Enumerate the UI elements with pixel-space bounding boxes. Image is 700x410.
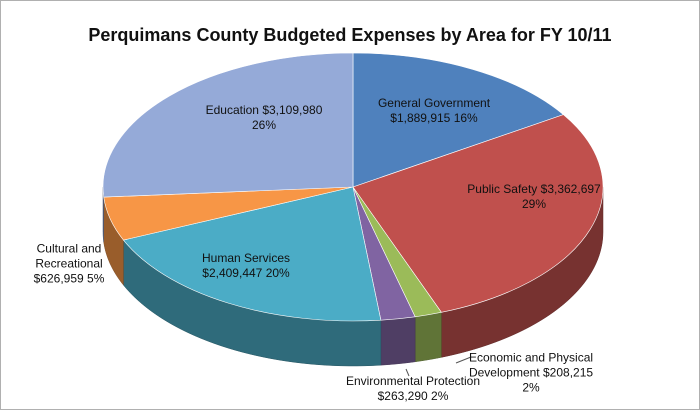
chart-title: Perquimans County Budgeted Expenses by A… [88, 25, 612, 45]
category-name: Human Services [201, 251, 291, 265]
data-label: Public Safety $3,362,697 29% [459, 182, 609, 212]
leader-line [455, 356, 472, 364]
percent-label: 26% [251, 118, 277, 132]
category-name: General Government [377, 96, 491, 110]
data-label: Environmental Protection $263,290 2% [333, 374, 493, 404]
percent-label: 29% [521, 197, 547, 211]
category-name: Environmental Protection [345, 374, 481, 388]
leader-line [405, 368, 410, 377]
data-label: Education $3,109,980 26% [194, 103, 334, 133]
data-label: Cultural and Recreational $626,959 5% [26, 242, 112, 287]
slice [352, 114, 604, 313]
data-label: Human Services $2,409,447 20% [191, 251, 301, 281]
data-label: Economic and Physical Development $208,2… [461, 351, 601, 396]
slice-side [414, 312, 442, 363]
value-label: $626,959 [33, 271, 84, 286]
value-label: $208,215 [543, 365, 594, 380]
value-label: $2,409,447 [202, 266, 263, 280]
percent-label: 2% [431, 389, 449, 403]
value-label: $1,889,915 [390, 111, 451, 125]
slice [102, 52, 354, 198]
value-label: $263,290 [377, 389, 428, 403]
slice [122, 186, 382, 322]
data-label: General Government $1,889,915 16% [364, 96, 504, 126]
percent-label: 5% [87, 271, 105, 286]
category-name: Public Safety [467, 182, 538, 196]
category-name: Economic and Physical Development [468, 350, 594, 380]
slice-side [380, 316, 416, 366]
percent-label: 20% [265, 266, 290, 280]
percent-label: 16% [453, 111, 478, 125]
percent-label: 2% [522, 380, 540, 395]
category-name: Cultural and Recreational [35, 241, 103, 271]
value-label: $3,362,697 [540, 182, 601, 196]
category-name: Education [205, 103, 259, 117]
value-label: $3,109,980 [262, 103, 323, 117]
slice [352, 52, 565, 188]
